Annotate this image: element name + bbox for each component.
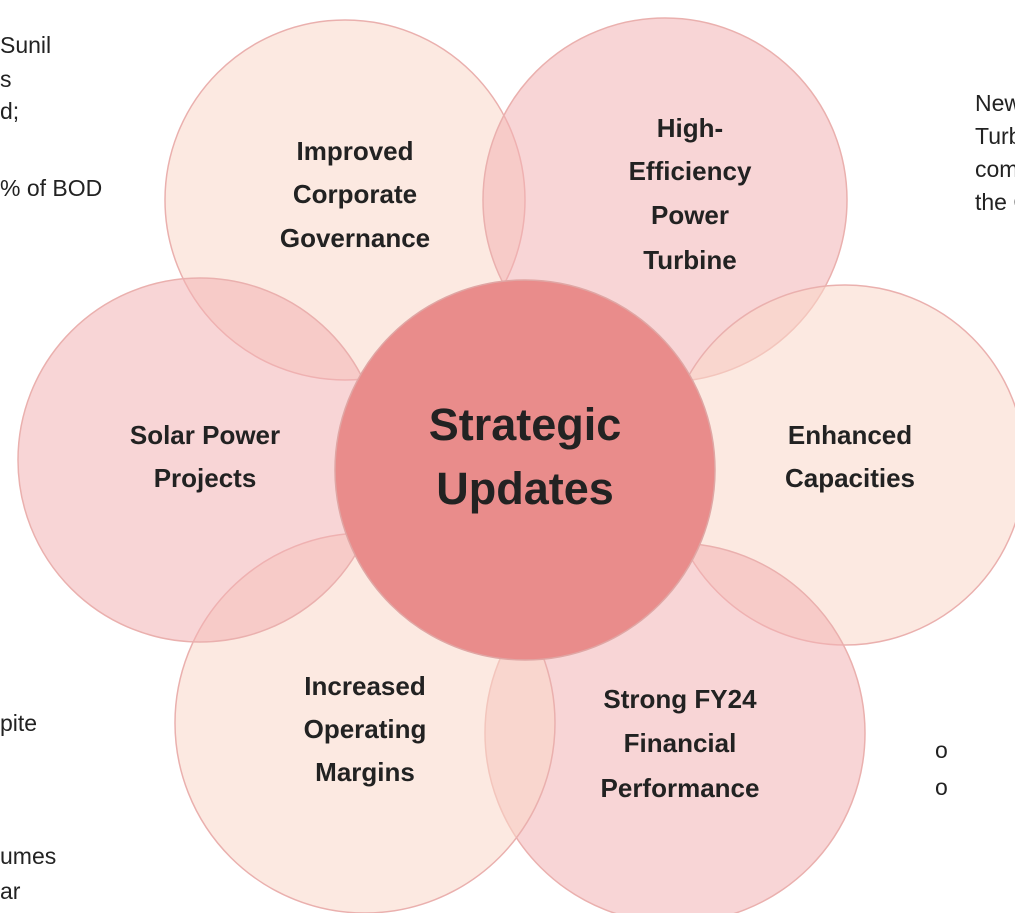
labels: Improved Corporate Governance High- Efficien… — [130, 113, 915, 803]
background-line: pite — [0, 710, 37, 736]
petal-label: Operating — [304, 714, 427, 744]
petal-label: Projects — [154, 463, 257, 493]
petal-label: Financial — [624, 728, 737, 758]
petal-label: Performance — [601, 773, 760, 803]
petal-label: Corporate — [293, 179, 417, 209]
petal-label: Governance — [280, 223, 430, 253]
petal-label: Capacities — [785, 463, 915, 493]
petal-label: Improved — [296, 136, 413, 166]
background-line: New — [975, 90, 1015, 116]
petal-label: Margins — [315, 757, 415, 787]
center-circle — [334, 279, 716, 661]
background-line: Turb — [975, 123, 1015, 149]
petal-label: Strong FY24 — [603, 684, 757, 714]
background-line: ar — [0, 878, 21, 904]
background-line: o — [935, 737, 948, 763]
circles — [17, 17, 1015, 913]
background-line: d; — [0, 98, 19, 124]
background-line: o — [935, 774, 948, 800]
background-line: % of BOD — [0, 175, 102, 201]
background-line: com — [975, 156, 1015, 182]
background-text: Sunil s d; % of BOD New Turb com the C pite umes a… — [0, 32, 1015, 904]
petal-label: High- — [657, 113, 723, 143]
petal-label: Power — [651, 200, 729, 230]
background-line: the C — [975, 189, 1015, 215]
background-line: s — [0, 66, 12, 92]
center-label: Updates — [436, 463, 614, 514]
petal-label: Increased — [304, 671, 425, 701]
petal-label: Enhanced — [788, 420, 912, 450]
petal-label: Efficiency — [629, 156, 752, 186]
center-label: Strategic — [429, 399, 622, 450]
background-line: umes — [0, 843, 56, 869]
background-line: Sunil — [0, 32, 51, 58]
petal-circle — [17, 277, 383, 643]
petal-label: Turbine — [643, 245, 736, 275]
petal-label: Solar Power — [130, 420, 280, 450]
